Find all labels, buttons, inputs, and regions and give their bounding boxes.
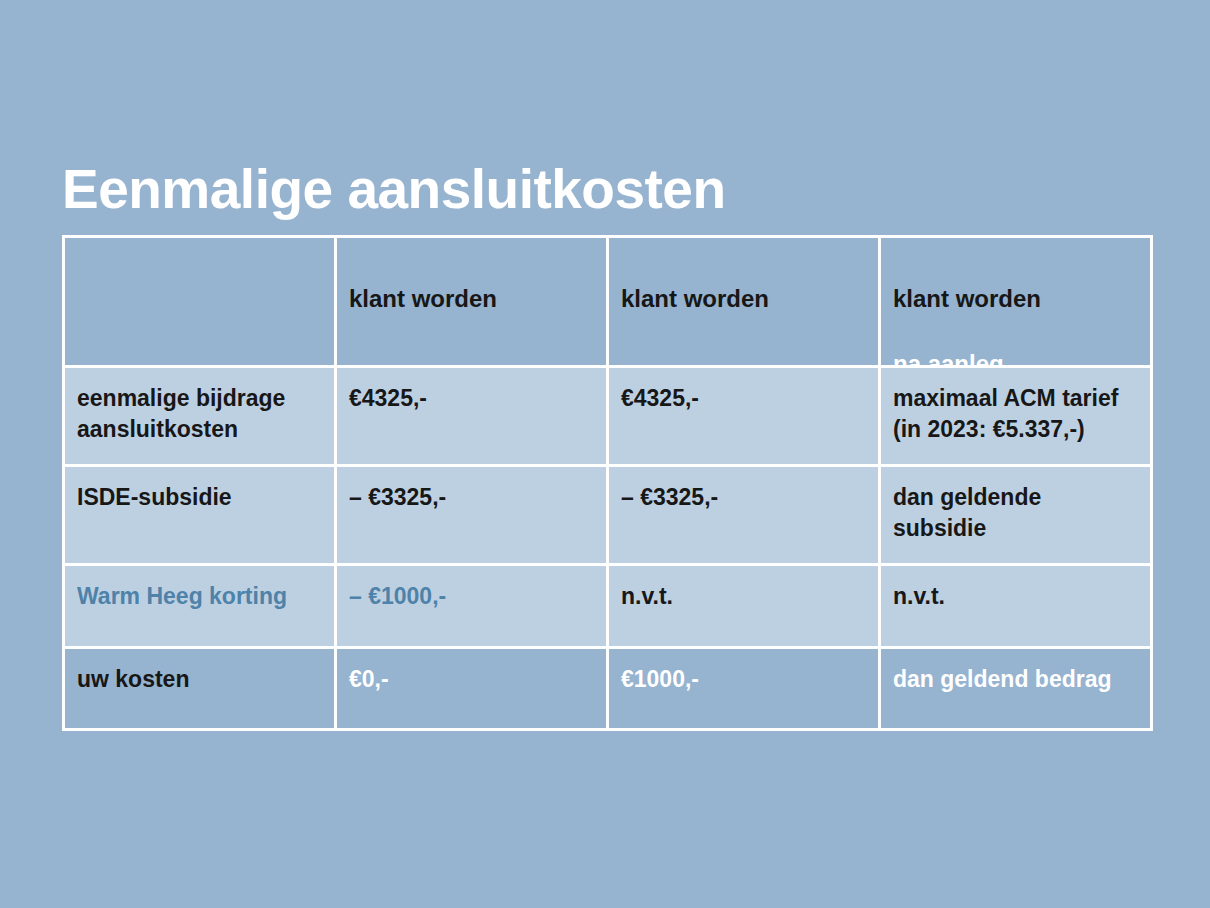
cell-connection-after-july: €4325,- [609,368,878,464]
cell-connection-after-construction: maximaal ACM tarief (in 2023: €5.337,-) [881,368,1150,464]
col-header-title: klant worden [621,284,870,314]
costs-table: klant worden vóór 1 juli 2023 klant word… [62,235,1153,731]
row-label-connection-contribution: eenmalige bijdrage aansluitkosten [65,368,334,464]
col-header-subtitle: na aanleg warmtenet [893,348,1142,365]
col-header-after-construction: klant worden na aanleg warmtenet [881,238,1150,365]
col-header-before-july: klant worden vóór 1 juli 2023 [337,238,606,365]
cell-costs-after-july: €1000,- [609,649,878,728]
col-header-after-july: klant worden na 1 juli 2023 [609,238,878,365]
cell-discount-after-construction: n.v.t. [881,566,1150,646]
cell-connection-before-july: €4325,- [337,368,606,464]
col-header-empty [65,238,334,365]
cell-costs-after-construction: dan geldend bedrag [881,649,1150,728]
cell-isde-after-construction: dan geldende subsidie [881,467,1150,563]
row-label-isde-subsidy: ISDE-subsidie [65,467,334,563]
slide: { "page": { "title": "Eenmalige aansluit… [0,0,1210,908]
cell-costs-before-july: €0,- [337,649,606,728]
row-label-your-costs: uw kosten [65,649,334,728]
col-header-title: klant worden [349,284,598,314]
cell-discount-before-july: – €1000,- [337,566,606,646]
cell-isde-after-july: – €3325,- [609,467,878,563]
col-header-title: klant worden [893,284,1142,314]
page-title: Eenmalige aansluitkosten [62,159,726,220]
cell-isde-before-july: – €3325,- [337,467,606,563]
row-label-warm-heeg-discount: Warm Heeg korting [65,566,334,646]
cell-discount-after-july: n.v.t. [609,566,878,646]
